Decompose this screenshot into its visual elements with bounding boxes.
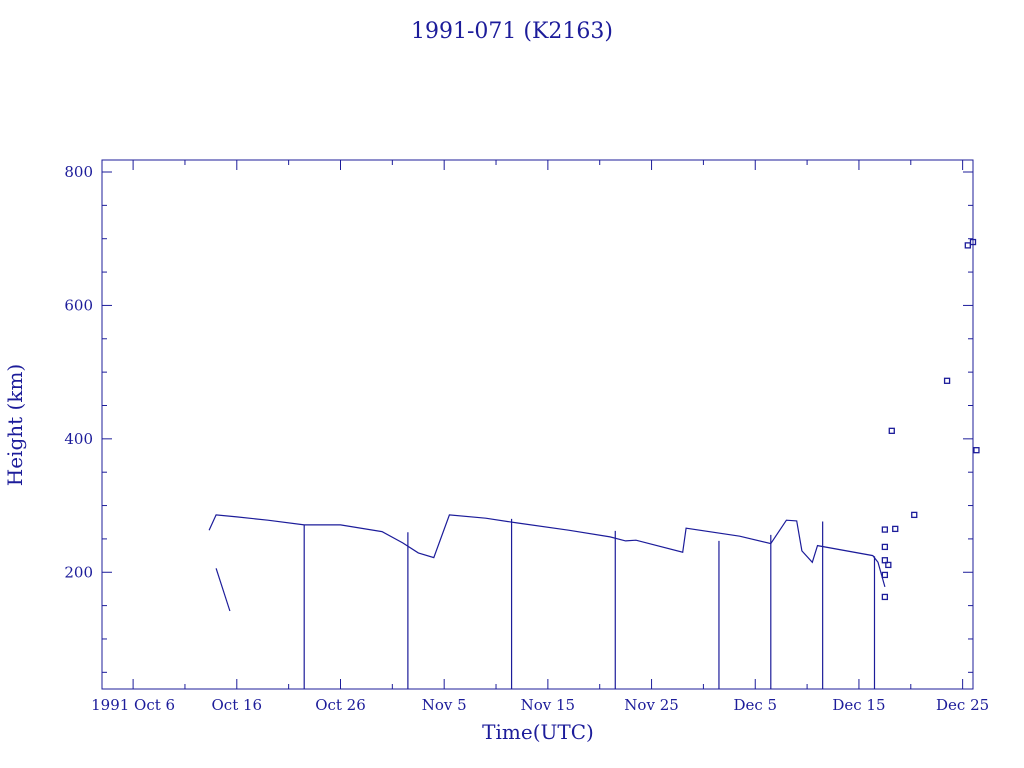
data-point-marker [881,571,889,579]
data-point-marker [881,593,889,601]
x-tick-label: Oct 26 [315,696,366,714]
data-point-marker [911,511,918,519]
x-tick-label: Nov 25 [624,696,679,714]
y-tick-label: 200 [64,563,93,581]
x-axis-label: Time(UTC) [482,720,594,744]
x-tick-label: Nov 15 [521,696,576,714]
y-axis-label: Height (km) [3,364,27,486]
series-line [208,514,886,588]
x-tick-label: Dec 5 [733,696,777,714]
data-point-marker [892,525,899,533]
plot-frame [101,159,974,690]
x-tick-label: Oct 16 [212,696,263,714]
y-tick-label: 400 [64,430,93,448]
x-tick-label: 1991 Oct 6 [91,696,175,714]
axis-ticks: 1991 Oct 6 Oct 16 Oct 26 Nov 5 Nov 15 Nov 25 D… [64,160,989,714]
y-tick-label: 600 [64,296,93,314]
x-tick-label: Dec 15 [832,696,885,714]
data-point-marker [943,377,951,384]
data-point-marker [973,447,980,454]
y-tick-label: 800 [64,163,93,181]
x-tick-label: Nov 5 [422,696,467,714]
data-point-marker [881,543,889,551]
chart-title: 1991-071 (K2163) [411,19,613,44]
data-point-marker [888,427,895,434]
series-line [215,568,231,612]
x-tick-label: Dec 25 [936,696,989,714]
data-point-marker [885,561,892,569]
plot-area [208,238,980,689]
data-point-marker [881,557,889,564]
data-point-marker [964,242,971,249]
data-point-marker [881,526,889,533]
